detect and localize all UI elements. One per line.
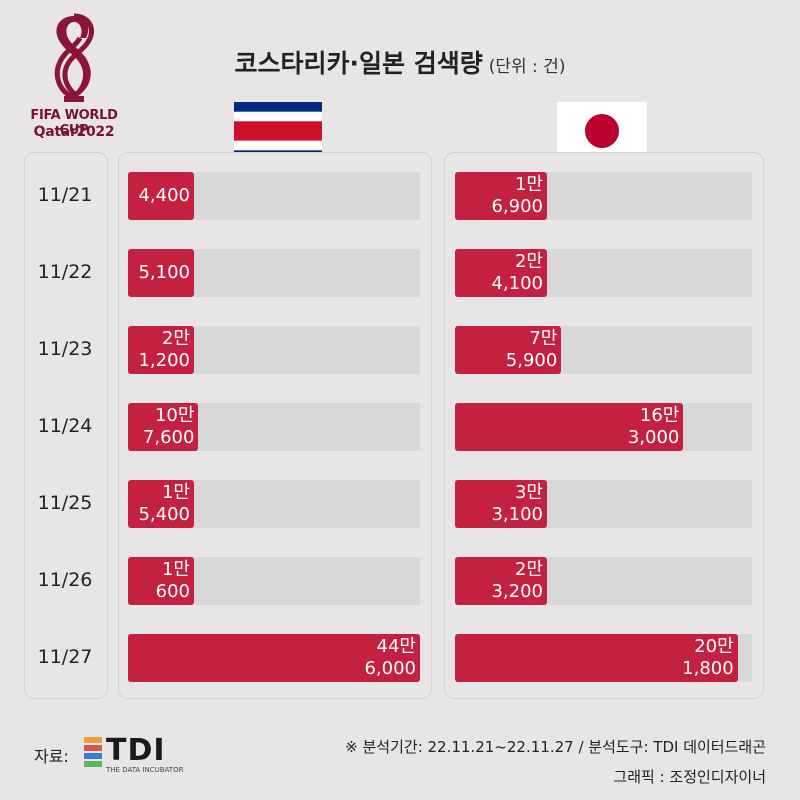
bar: 10만 7,600 [128, 403, 199, 451]
bar-value-label: 1만 600 [156, 559, 190, 603]
bar-value-line: 1만 [161, 482, 190, 503]
bar-value-label: 1만 5,400 [138, 482, 190, 526]
bar-value-line: 3,100 [491, 504, 543, 525]
bar-value-line: 7만 [529, 328, 558, 349]
bar-value-line: 7,600 [142, 427, 195, 448]
bar-value-line: 2만 [514, 251, 543, 272]
bar: 5,100 [128, 249, 194, 297]
date-label: 11/22 [37, 261, 93, 283]
logo-line1: FIFA WORLD CUP [30, 108, 118, 138]
bar-value-line: 20만 [694, 636, 734, 657]
bar-value-label: 1만 6,900 [491, 174, 543, 218]
bar: 2만 4,100 [455, 249, 547, 297]
graphic-credit: 그래픽 : 조정인디자이너 [613, 768, 766, 786]
bar-value-line: 600 [155, 581, 190, 602]
bar-value-line: 3,000 [627, 427, 680, 448]
bar-value-line: 44만 [376, 636, 416, 657]
bar-value-line: 4,400 [138, 185, 190, 206]
bar-value-label: 20만 1,800 [682, 636, 734, 680]
bar: 2만 3,200 [455, 557, 547, 605]
bar: 2만 1,200 [128, 326, 194, 374]
bar: 16만 3,000 [455, 403, 684, 451]
bar-value-line: 1,200 [138, 350, 190, 371]
source-label: 자료: [34, 747, 69, 766]
tdi-logo-text: TDI [106, 733, 166, 768]
bar-value-label: 2만 4,100 [491, 251, 543, 295]
tdi-logo: TDI THE DATA INCUBATOR [84, 733, 204, 774]
bar-value-line: 5,100 [138, 262, 190, 283]
bar: 4,400 [128, 172, 194, 220]
bar-value-label: 3만 3,100 [491, 482, 543, 526]
bar-value-line: 16만 [639, 405, 680, 426]
bar-value-line: 2만 [514, 559, 543, 580]
bar-value-label: 10만 7,600 [143, 405, 195, 449]
bar-value-label: 16만 3,000 [628, 405, 680, 449]
bar-value-label: 2만 3,200 [491, 559, 543, 603]
date-label: 11/24 [37, 415, 93, 437]
date-label: 11/21 [37, 184, 93, 206]
world-cup-trophy-icon [54, 13, 94, 102]
bar-value-line: 3만 [514, 482, 543, 503]
unit-label: (단위 : 건) [488, 57, 566, 77]
japan-flag-icon [557, 102, 647, 160]
bar-value-line: 6,900 [491, 196, 543, 217]
date-label: 11/23 [37, 338, 93, 360]
date-label: 11/27 [37, 646, 93, 668]
chart-title: 코스타리카·일본 검색량 [234, 49, 483, 78]
bar-value-label: 44만 6,000 [364, 636, 416, 680]
bar: 3만 3,100 [455, 480, 547, 528]
bar-value-line: 2만 [161, 328, 190, 349]
bar: 20만 1,800 [455, 634, 738, 682]
analysis-note: ※ 분석기간: 22.11.21~22.11.27 / 분석도구: TDI 데이… [345, 738, 766, 756]
bar: 44만 6,000 [128, 634, 420, 682]
bar-value-line: 1만 [161, 559, 190, 580]
bar-value-line: 5,900 [505, 350, 558, 371]
bar-value-line: 5,400 [138, 504, 190, 525]
bar-value-line: 6,000 [364, 658, 416, 679]
bar-value-line: 3,200 [491, 581, 543, 602]
bar-value-label: 5,100 [138, 262, 190, 284]
chart-title-row: 코스타리카·일본 검색량 (단위 : 건) [0, 44, 800, 80]
logo-line2: Qatar2022 [33, 124, 115, 140]
bar-value-label: 7만 5,900 [506, 328, 558, 372]
bar-value-label: 4,400 [138, 185, 190, 207]
fifa-world-cup-logo: FIFA WORLD CUP Qatar2022 [14, 12, 134, 142]
date-label: 11/25 [37, 492, 93, 514]
bar: 1만 6,900 [455, 172, 547, 220]
bar-value-line: 1,800 [682, 658, 734, 679]
bar: 1만 600 [128, 557, 194, 605]
bar-value-label: 2만 1,200 [138, 328, 190, 372]
bar-value-line: 1만 [514, 174, 543, 195]
bar: 1만 5,400 [128, 480, 194, 528]
tdi-logo-subtitle: THE DATA INCUBATOR [106, 766, 184, 774]
date-panel [24, 152, 108, 699]
bar-value-line: 10만 [154, 405, 195, 426]
date-label: 11/26 [37, 569, 93, 591]
bar: 7만 5,900 [455, 326, 562, 374]
bar-value-line: 4,100 [491, 273, 543, 294]
